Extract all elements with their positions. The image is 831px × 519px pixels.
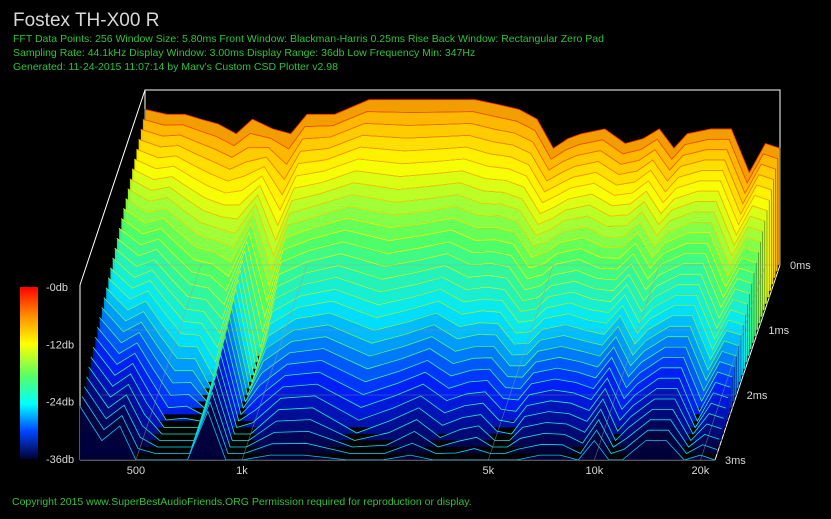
color-scale-tick: -36db	[46, 454, 74, 466]
decay-slice-line	[134, 158, 770, 226]
color-scale-tick: -12db	[46, 339, 74, 351]
frequency-axis: 500 1k 5k 10k 20k	[127, 264, 766, 477]
decay-slice-line	[142, 111, 778, 184]
decay-slice-line	[96, 327, 733, 409]
freq-tick-label: 20k	[692, 465, 710, 477]
decay-slice-line	[94, 336, 731, 416]
fft-settings-line: FFT Data Points: 256 Window Size: 5.80ms…	[13, 33, 604, 45]
left-top-edge	[79, 89, 146, 286]
decay-slice-line	[107, 277, 744, 378]
time-tick-label: 1ms	[768, 325, 789, 337]
decay-slice-line	[125, 198, 761, 273]
decay-slice-line	[114, 247, 750, 348]
decay-slice-line	[136, 146, 772, 216]
decay-slice-line	[127, 188, 763, 257]
time-tick-label: 0ms	[790, 260, 811, 272]
decay-slice-line	[123, 208, 759, 288]
decay-slice-line	[144, 99, 781, 174]
decay-slice-line	[92, 346, 729, 422]
decay-slice-line	[120, 218, 757, 303]
decay-slice-line	[90, 356, 726, 429]
sampling-settings-line: Sampling Rate: 44.1kHz Display Window: 3…	[13, 47, 476, 59]
decay-slice-line	[88, 366, 724, 435]
decay-slice-line	[105, 287, 742, 384]
freq-gridline	[241, 264, 308, 461]
decay-slice-line	[140, 122, 776, 195]
time-tick-label: 2ms	[747, 390, 768, 402]
generated-line: Generated: 11-24-2015 11:07:14 by Marv's…	[13, 61, 338, 73]
freq-tick-label: 1k	[236, 465, 248, 477]
color-scale-tick: -0db	[46, 282, 68, 294]
decay-slice-line	[103, 297, 739, 390]
decay-slice-line	[83, 386, 720, 448]
decay-slice-line	[138, 134, 774, 205]
decay-slice-line	[79, 406, 716, 461]
decay-slice-line	[131, 168, 768, 236]
decay-slice-line	[81, 396, 718, 455]
time-axis: 0ms 1ms 2ms 3ms	[80, 260, 811, 467]
freq-tick-label: 10k	[585, 465, 603, 477]
time-tick-label: 3ms	[725, 455, 746, 467]
freq-tick-label: 500	[127, 465, 145, 477]
freq-tick-label: 5k	[482, 465, 494, 477]
color-scale-legend: -0db -12db -24db -36db	[20, 282, 74, 466]
color-scale-bar	[20, 287, 38, 459]
decay-slice-line	[99, 317, 735, 403]
color-scale-tick: -24db	[46, 397, 74, 409]
freq-gridline	[487, 264, 554, 461]
freq-gridline	[594, 264, 660, 461]
chart-title: Fostex TH-X00 R	[13, 10, 160, 31]
decay-slice-line	[110, 267, 746, 370]
decay-slice-line	[116, 237, 752, 333]
copyright-footer: Copyright 2015 www.SuperBestAudioFriends…	[12, 496, 472, 508]
waterfall-surface	[79, 99, 781, 461]
decay-slice-line	[101, 307, 737, 397]
decay-slice-line	[86, 376, 722, 442]
decay-slice-line	[129, 178, 765, 247]
freq-gridline	[135, 264, 202, 461]
freq-gridline	[700, 264, 766, 461]
decay-slice-line	[112, 257, 748, 363]
